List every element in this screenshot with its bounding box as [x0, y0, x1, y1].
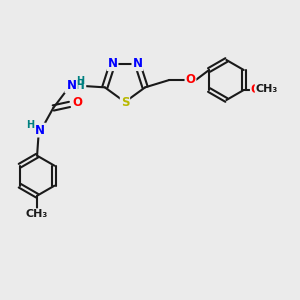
- Text: NH: NH: [65, 80, 85, 92]
- Text: S: S: [121, 95, 129, 109]
- Text: N: N: [107, 57, 118, 70]
- Text: O: O: [250, 83, 260, 96]
- Text: CH₃: CH₃: [26, 209, 48, 219]
- Text: O: O: [185, 74, 196, 86]
- Text: CH₃: CH₃: [255, 84, 278, 94]
- Text: N: N: [35, 124, 45, 136]
- Text: O: O: [73, 97, 83, 110]
- Text: N: N: [67, 80, 77, 92]
- Text: H: H: [76, 76, 84, 85]
- Text: N: N: [132, 57, 142, 70]
- Text: H: H: [26, 120, 35, 130]
